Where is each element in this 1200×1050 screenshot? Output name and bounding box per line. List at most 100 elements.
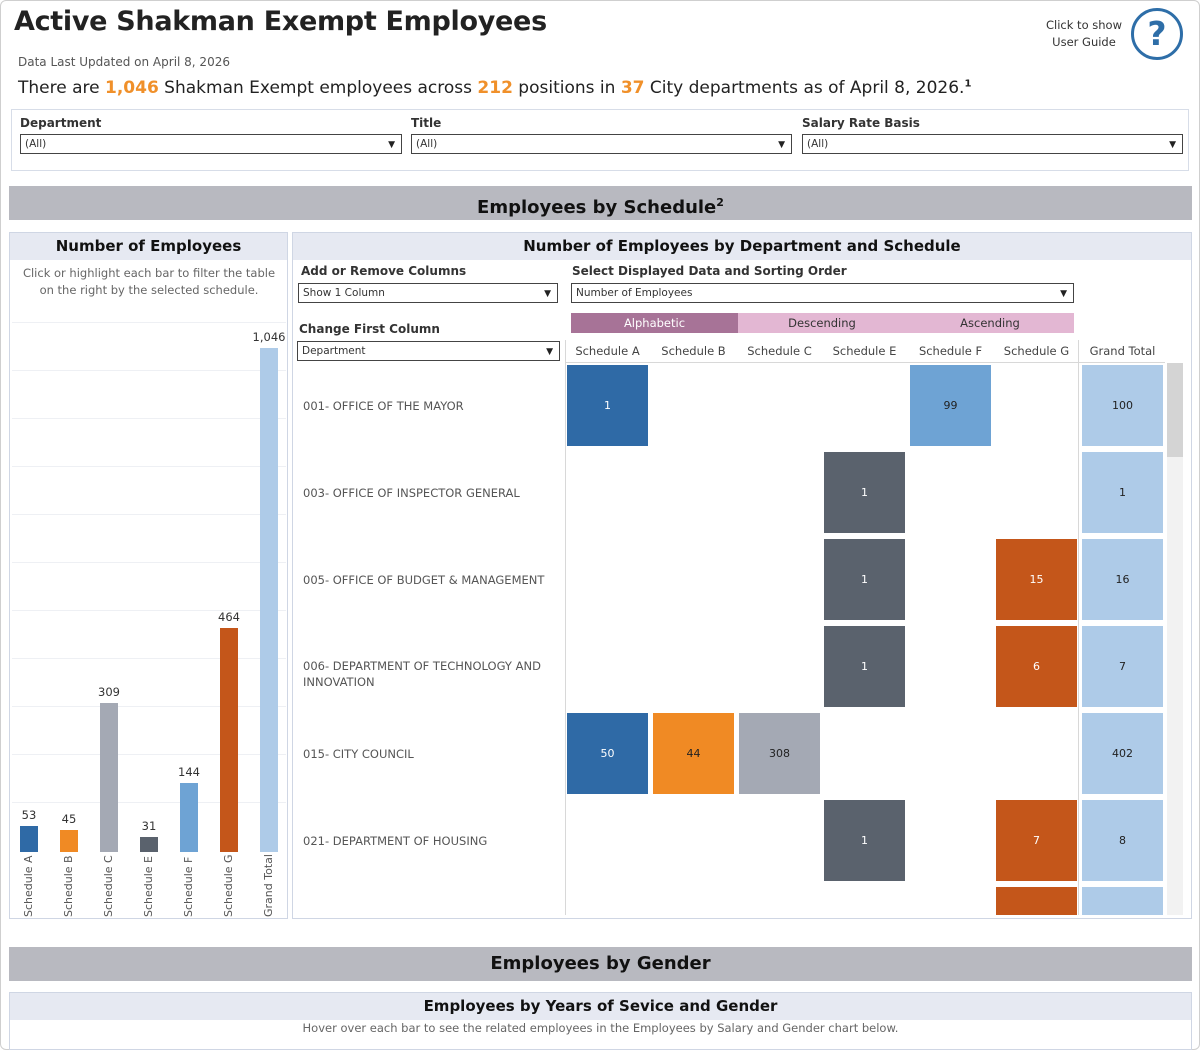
chart-gridline — [12, 418, 286, 419]
dropdown-arrow-icon: ▼ — [1169, 140, 1176, 150]
title-select[interactable]: (All) ▼ — [411, 134, 792, 154]
change-first-column-select[interactable]: Department ▼ — [297, 341, 560, 361]
chart-gridline — [12, 322, 286, 323]
bar-schedule-a[interactable] — [20, 826, 38, 852]
table-cell[interactable]: 44 — [653, 713, 734, 794]
column-header[interactable]: Schedule B — [661, 344, 726, 358]
user-guide-link[interactable]: Click to show User Guide — [1046, 18, 1122, 49]
table-cell[interactable]: 1 — [824, 800, 905, 881]
bar-schedule-e[interactable] — [140, 837, 158, 852]
chart-gridline — [12, 754, 286, 755]
title-filter[interactable]: Title (All) ▼ — [411, 116, 792, 154]
bar-schedule-c[interactable] — [100, 703, 118, 852]
table-cell[interactable]: 1 — [824, 452, 905, 533]
column-divider — [565, 340, 566, 915]
column-header[interactable]: Schedule A — [575, 344, 640, 358]
column-header[interactable]: Schedule F — [918, 344, 983, 358]
chart-gridline — [12, 514, 286, 515]
table-cell[interactable]: 50 — [567, 713, 648, 794]
bar-category-label: Schedule C — [102, 855, 115, 917]
years-of-service-panel: Employees by Years of Sevice and Gender … — [9, 992, 1192, 1050]
bar-value-label: 31 — [141, 819, 157, 834]
column-header[interactable]: Schedule C — [747, 344, 812, 358]
row-label: 003- OFFICE OF INSPECTOR GENERAL — [303, 486, 520, 500]
bar-value-label: 1,046 — [252, 330, 286, 344]
table-cell[interactable]: 100 — [1082, 365, 1163, 446]
panel-title: Number of Employees by Department and Sc… — [293, 233, 1191, 260]
sort-alphabetic-button[interactable]: Alphabetic — [571, 313, 738, 333]
position-count: 212 — [477, 78, 513, 98]
department-filter[interactable]: Department (All) ▼ — [20, 116, 402, 154]
dropdown-arrow-icon: ▼ — [1060, 289, 1067, 299]
chart-gridline — [12, 466, 286, 467]
table-cell[interactable]: 16 — [1082, 539, 1163, 620]
summary-sentence: There are 1,046 Shakman Exempt employees… — [18, 78, 972, 98]
table-cell[interactable]: 1 — [1082, 452, 1163, 533]
bar-schedule-b[interactable] — [60, 830, 78, 852]
table-cell[interactable]: 308 — [739, 713, 820, 794]
department-select[interactable]: (All) ▼ — [20, 134, 402, 154]
column-header[interactable]: Schedule G — [1003, 344, 1070, 358]
row-label: 021- DEPARTMENT OF HOUSING — [303, 834, 488, 848]
bar-category-label: Grand Total — [262, 854, 275, 917]
employees-by-schedule-chart-panel: Number of Employees — [9, 232, 288, 919]
footnote-marker: 1 — [964, 78, 972, 90]
bar-value-label: 144 — [178, 764, 200, 779]
bar-schedule-g[interactable] — [220, 628, 238, 852]
column-header[interactable]: Schedule E — [832, 344, 897, 358]
table-scrollbar[interactable] — [1167, 363, 1183, 915]
header-divider — [565, 362, 1165, 363]
question-circle-icon[interactable]: ? — [1131, 8, 1183, 60]
bar-value-label: 53 — [21, 808, 37, 823]
dropdown-arrow-icon: ▼ — [544, 289, 551, 299]
sort-ascending-button[interactable]: Ascending — [906, 313, 1074, 333]
chart-gridline — [12, 706, 286, 707]
sort-descending-button[interactable]: Descending — [738, 313, 906, 333]
bar-value-label: 309 — [98, 685, 120, 700]
table-cell[interactable]: 1 — [567, 365, 648, 446]
bar-value-label: 45 — [61, 812, 77, 827]
salary-rate-basis-filter[interactable]: Salary Rate Basis (All) ▼ — [802, 116, 1183, 154]
dropdown-arrow-icon: ▼ — [778, 140, 785, 150]
bar-category-label: Schedule E — [142, 856, 155, 917]
grand-total-divider — [1078, 340, 1079, 915]
column-header[interactable]: Grand Total — [1089, 344, 1156, 358]
display-data-select[interactable]: Number of Employees ▼ — [571, 283, 1074, 303]
table-cell[interactable]: 8 — [1082, 800, 1163, 881]
row-label: 005- OFFICE OF BUDGET & MANAGEMENT — [303, 573, 545, 587]
chart-gridline — [12, 370, 286, 371]
department-count: 37 — [620, 78, 645, 98]
row-label: 001- OFFICE OF THE MAYOR — [303, 399, 464, 413]
chart-gridline — [12, 802, 286, 803]
dropdown-arrow-icon: ▼ — [546, 347, 553, 357]
bar-value-label: 464 — [218, 610, 240, 625]
row-label: 006- DEPARTMENT OF TECHNOLOGY AND INNOVA… — [303, 659, 541, 689]
add-remove-columns-select[interactable]: Show 1 Column ▼ — [298, 283, 558, 303]
page-title: Active Shakman Exempt Employees — [14, 6, 547, 37]
bar-schedule-f[interactable] — [180, 782, 198, 852]
table-cell[interactable]: 402 — [1082, 713, 1163, 794]
chart-gridline — [12, 562, 286, 563]
gender-section-header: Employees by Gender — [9, 947, 1192, 981]
add-remove-columns-label: Add or Remove Columns — [301, 264, 467, 278]
last-updated-text: Data Last Updated on April 8, 2026 — [18, 55, 230, 69]
chart-gridline — [12, 610, 286, 611]
table-cell[interactable]: 99 — [910, 365, 991, 446]
table-cell[interactable]: 1 — [824, 626, 905, 707]
panel-title: Number of Employees — [10, 233, 287, 260]
table-cell-partial[interactable] — [1082, 887, 1163, 915]
chart-hint-text: Click or highlight each bar to filter th… — [22, 266, 276, 297]
table-cell[interactable]: 7 — [996, 800, 1077, 881]
employee-count: 1,046 — [105, 78, 159, 98]
bar-grand-total[interactable] — [260, 348, 278, 852]
years-of-service-hint: Hover over each bar to see the related e… — [302, 1021, 899, 1035]
table-cell-partial[interactable] — [996, 887, 1077, 915]
table-scrollbar-thumb[interactable] — [1167, 363, 1183, 457]
bar-category-label: Schedule A — [22, 855, 35, 917]
table-cell[interactable]: 7 — [1082, 626, 1163, 707]
table-cell[interactable]: 6 — [996, 626, 1077, 707]
filter-bar: Department (All) ▼ Title (All) ▼ Salary Ra… — [11, 109, 1189, 171]
table-cell[interactable]: 15 — [996, 539, 1077, 620]
salary-rate-basis-select[interactable]: (All) ▼ — [802, 134, 1183, 154]
table-cell[interactable]: 1 — [824, 539, 905, 620]
